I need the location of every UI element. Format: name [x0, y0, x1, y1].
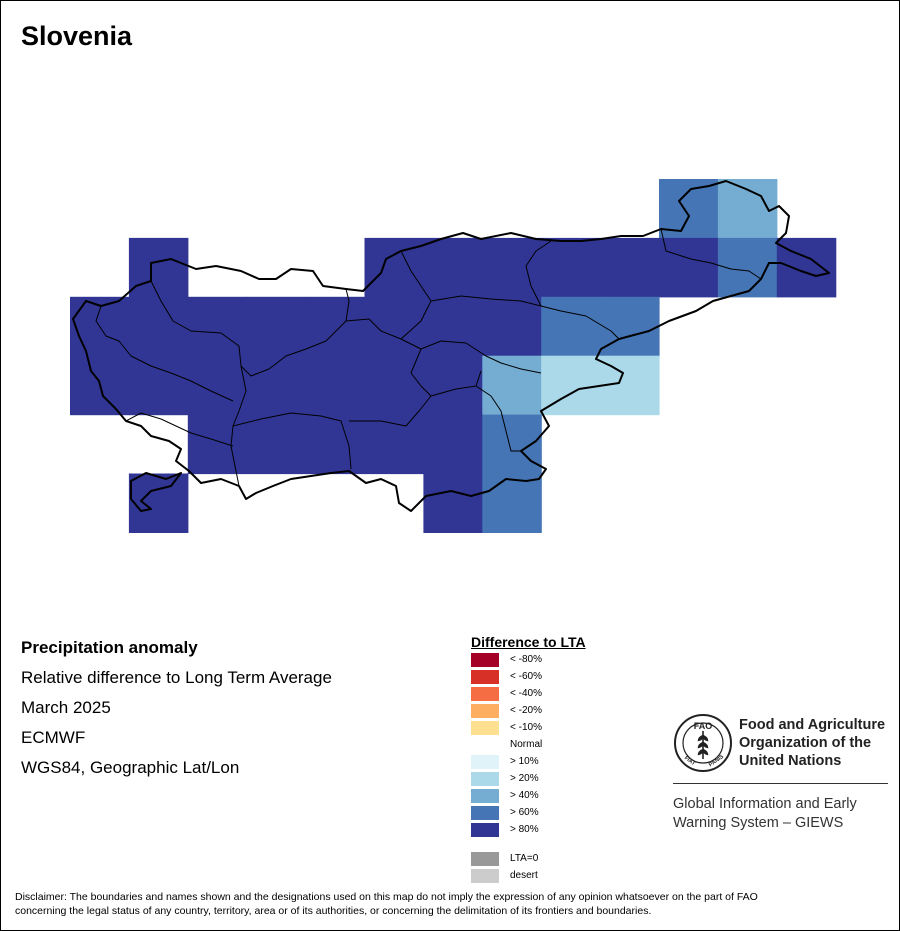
map-title: Slovenia: [21, 21, 133, 51]
grid-cell: [423, 237, 483, 298]
disclaimer-line-2: concerning the legal status of any count…: [15, 905, 652, 917]
legend-label: < -40%: [510, 688, 542, 699]
giews-name-line-2: Warning System – GIEWS: [673, 815, 844, 831]
legend-item: > 10%: [471, 755, 671, 772]
fao-name-line-3: United Nations: [739, 753, 842, 769]
legend-item: > 60%: [471, 806, 671, 823]
grid-cell: [659, 237, 719, 298]
grid-cell: [482, 355, 542, 416]
slovenia-border: [72, 180, 830, 512]
fao-name-line-2: Organization of the: [739, 735, 872, 751]
legend-title: Difference to LTA: [471, 634, 586, 650]
info-projection: WGS84, Geographic Lat/Lon: [21, 758, 240, 777]
grid-cell: [128, 473, 189, 533]
grid-cell: [364, 414, 424, 475]
legend-label: desert: [510, 870, 538, 881]
grid-cell: [482, 473, 542, 533]
grid-cell: [482, 237, 542, 298]
fao-name: Food and Agriculture Organization of the…: [739, 716, 885, 770]
grid-cell: [423, 473, 483, 533]
legend-label: < -20%: [510, 705, 542, 716]
legend-swatch: [471, 755, 499, 769]
legend-swatch: [471, 704, 499, 718]
grid-cell: [423, 296, 483, 357]
grid-cell: [128, 355, 189, 416]
grid-cell: [187, 296, 248, 357]
legend-item: < -20%: [471, 704, 671, 721]
legend-swatch: [471, 653, 499, 667]
legend: Difference to LTA < -80% < -60% < -40% <…: [471, 633, 671, 886]
grid-cell: [600, 296, 660, 357]
disclaimer-line-1: Disclaimer: The boundaries and names sho…: [15, 891, 758, 903]
grid-cell: [423, 355, 483, 416]
giews-name-line-1: Global Information and Early: [673, 796, 857, 812]
legend-label: > 80%: [510, 824, 539, 835]
fao-logo-letters: FAO: [694, 721, 713, 731]
grid-cell: [187, 355, 248, 416]
grid-cell: [187, 414, 248, 475]
legend-swatch: [471, 687, 499, 701]
legend-label: < -80%: [510, 654, 542, 665]
legend-label: < -10%: [510, 722, 542, 733]
legend-item-normal: Normal: [471, 738, 671, 755]
legend-swatch: [471, 789, 499, 803]
legend-label: > 60%: [510, 807, 539, 818]
legend-item: < -60%: [471, 670, 671, 687]
legend-item: < -80%: [471, 653, 671, 670]
legend-label: > 20%: [510, 773, 539, 784]
legend-label: > 10%: [510, 756, 539, 767]
disclaimer: Disclaimer: The boundaries and names sho…: [15, 890, 887, 918]
grid-cell: [305, 414, 366, 475]
grid-cell: [246, 296, 307, 357]
info-subtitle: Relative difference to Long Term Average: [21, 668, 332, 687]
legend-item: > 80%: [471, 823, 671, 840]
legend-item: < -40%: [471, 687, 671, 704]
anomaly-grid: [70, 179, 837, 533]
grid-cell: [364, 355, 424, 416]
legend-item: LTA=0: [471, 852, 671, 869]
grid-cell: [482, 296, 542, 357]
info-block: Precipitation anomaly Relative differenc…: [21, 637, 332, 787]
grid-cell: [128, 296, 189, 357]
legend-item: > 40%: [471, 789, 671, 806]
legend-label: < -60%: [510, 671, 542, 682]
grid-cell: [541, 237, 601, 298]
grid-cell: [600, 237, 660, 298]
grid-cell: [305, 296, 366, 357]
org-divider: [673, 783, 888, 784]
grid-cell: [776, 237, 837, 298]
grid-cell: [128, 237, 189, 298]
grid-cell: [659, 179, 719, 239]
region-boundaries: [95, 228, 762, 487]
map-area: [70, 179, 837, 533]
legend-label-normal: Normal: [510, 739, 543, 750]
grid-cell: [423, 414, 483, 475]
legend-item: desert: [471, 869, 671, 886]
legend-item: > 20%: [471, 772, 671, 789]
legend-swatch: [471, 772, 499, 786]
info-period: March 2025: [21, 698, 111, 717]
legend-swatch: [471, 806, 499, 820]
grid-cell: [364, 296, 424, 357]
info-heading: Precipitation anomaly: [21, 638, 198, 657]
info-source: ECMWF: [21, 728, 86, 747]
legend-spacer: [471, 840, 671, 852]
legend-label: LTA=0: [510, 853, 539, 864]
grid-cell: [541, 296, 601, 357]
legend-item: < -10%: [471, 721, 671, 738]
legend-swatch: [471, 721, 499, 735]
giews-name: Global Information and Early Warning Sys…: [673, 795, 857, 833]
grid-cell: [305, 355, 366, 416]
legend-swatch: [471, 852, 499, 866]
grid-cell: [482, 414, 542, 475]
fao-name-line-1: Food and Agriculture: [739, 717, 886, 733]
legend-label: > 40%: [510, 790, 539, 801]
grid-cell: [246, 355, 307, 416]
legend-swatch: [471, 670, 499, 684]
fao-logo-icon: FAO FIAT PANIS: [674, 714, 732, 772]
legend-swatch: [471, 823, 499, 837]
legend-swatch: [471, 869, 499, 883]
grid-cell: [246, 414, 307, 475]
